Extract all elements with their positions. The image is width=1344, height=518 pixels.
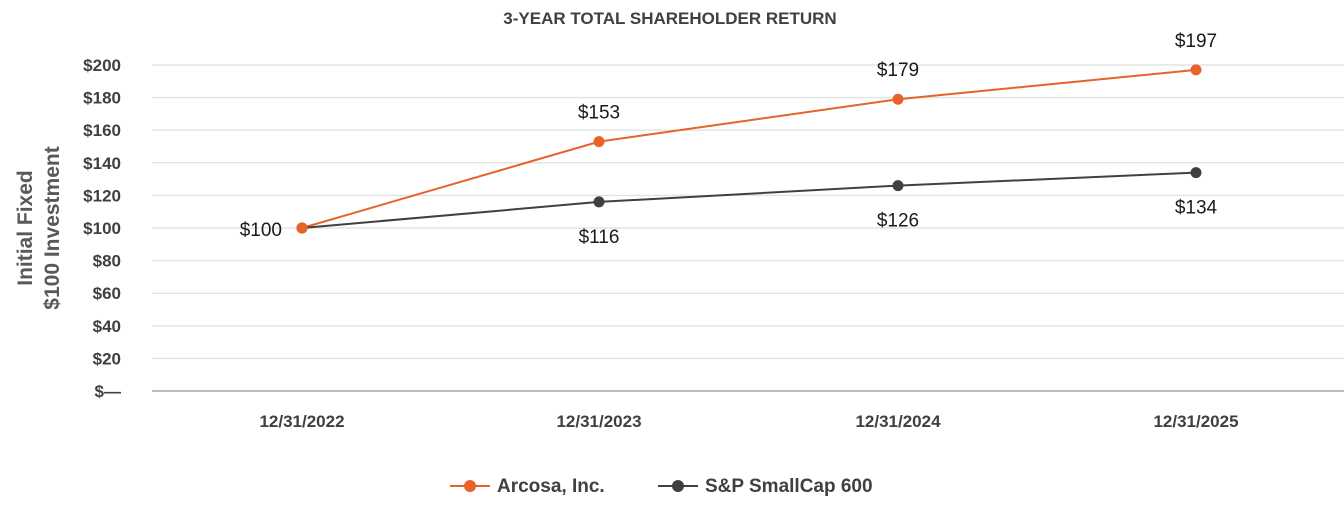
legend: Arcosa, Inc. S&P SmallCap 600	[450, 476, 873, 497]
data-label-s0-2: $179	[877, 60, 919, 81]
y-tick-label-160: $160	[83, 121, 121, 140]
y-tick-label-80: $80	[93, 252, 121, 271]
y-tick-label-40: $40	[93, 317, 121, 336]
data-label-s1-3: $134	[1175, 198, 1218, 219]
series-line-0	[301, 68, 1197, 229]
y-tick-label-200: $200	[83, 56, 121, 75]
x-tick-label-3: 12/31/2025	[1153, 412, 1238, 431]
legend-swatch-marker-sp600	[672, 480, 684, 492]
data-label-s0-0: $100	[240, 220, 282, 241]
legend-label-sp600: S&P SmallCap 600	[705, 476, 873, 497]
point-s0-3	[1190, 64, 1202, 76]
series-line-1	[301, 171, 1197, 229]
y-tick-label-120: $120	[83, 186, 121, 205]
series-lines	[301, 68, 1197, 229]
x-tick-labels: 12/31/2022 12/31/2023 12/31/2024 12/31/2025	[259, 412, 1238, 431]
chart-title: 3-YEAR TOTAL SHAREHOLDER RETURN	[503, 9, 836, 28]
x-tick-label-1: 12/31/2023	[556, 412, 641, 431]
point-s1-1	[593, 196, 605, 208]
data-labels: $100 $153 $179 $197 $116 $126 $134	[240, 31, 1218, 248]
x-tick-label-0: 12/31/2022	[259, 412, 344, 431]
point-s0-2	[892, 93, 904, 105]
y-tick-labels: $— $20 $40 $60 $80 $100 $120 $140 $160 $180 $200	[83, 56, 121, 401]
y-axis-label-line-2: $100 Investment	[41, 146, 64, 309]
y-axis-label-line-1: Initial Fixed	[14, 170, 37, 286]
y-axis-label: Initial Fixed $100 Investment	[14, 146, 64, 309]
legend-label-arcosa: Arcosa, Inc.	[497, 476, 605, 497]
y-tick-label-100: $100	[83, 219, 121, 238]
data-points	[296, 64, 1202, 234]
data-label-s0-3: $197	[1175, 31, 1217, 52]
y-tick-label-180: $180	[83, 89, 121, 108]
point-s0-1	[593, 136, 605, 148]
y-tick-label-140: $140	[83, 154, 121, 173]
y-tick-label-60: $60	[93, 284, 121, 303]
point-s1-3	[1190, 167, 1202, 179]
gridlines	[152, 64, 1344, 360]
legend-item-sp600: S&P SmallCap 600	[658, 476, 873, 497]
point-s1-2	[892, 180, 904, 192]
data-label-s1-2: $126	[877, 211, 919, 232]
legend-swatch-marker-arcosa	[464, 480, 476, 492]
y-tick-label-0: $—	[95, 382, 121, 401]
legend-item-arcosa: Arcosa, Inc.	[450, 476, 605, 497]
x-tick-label-2: 12/31/2024	[855, 412, 941, 431]
data-label-s1-1: $116	[579, 227, 620, 248]
point-s0-0	[296, 222, 308, 234]
y-tick-label-20: $20	[93, 349, 121, 368]
data-label-s0-1: $153	[578, 103, 620, 124]
